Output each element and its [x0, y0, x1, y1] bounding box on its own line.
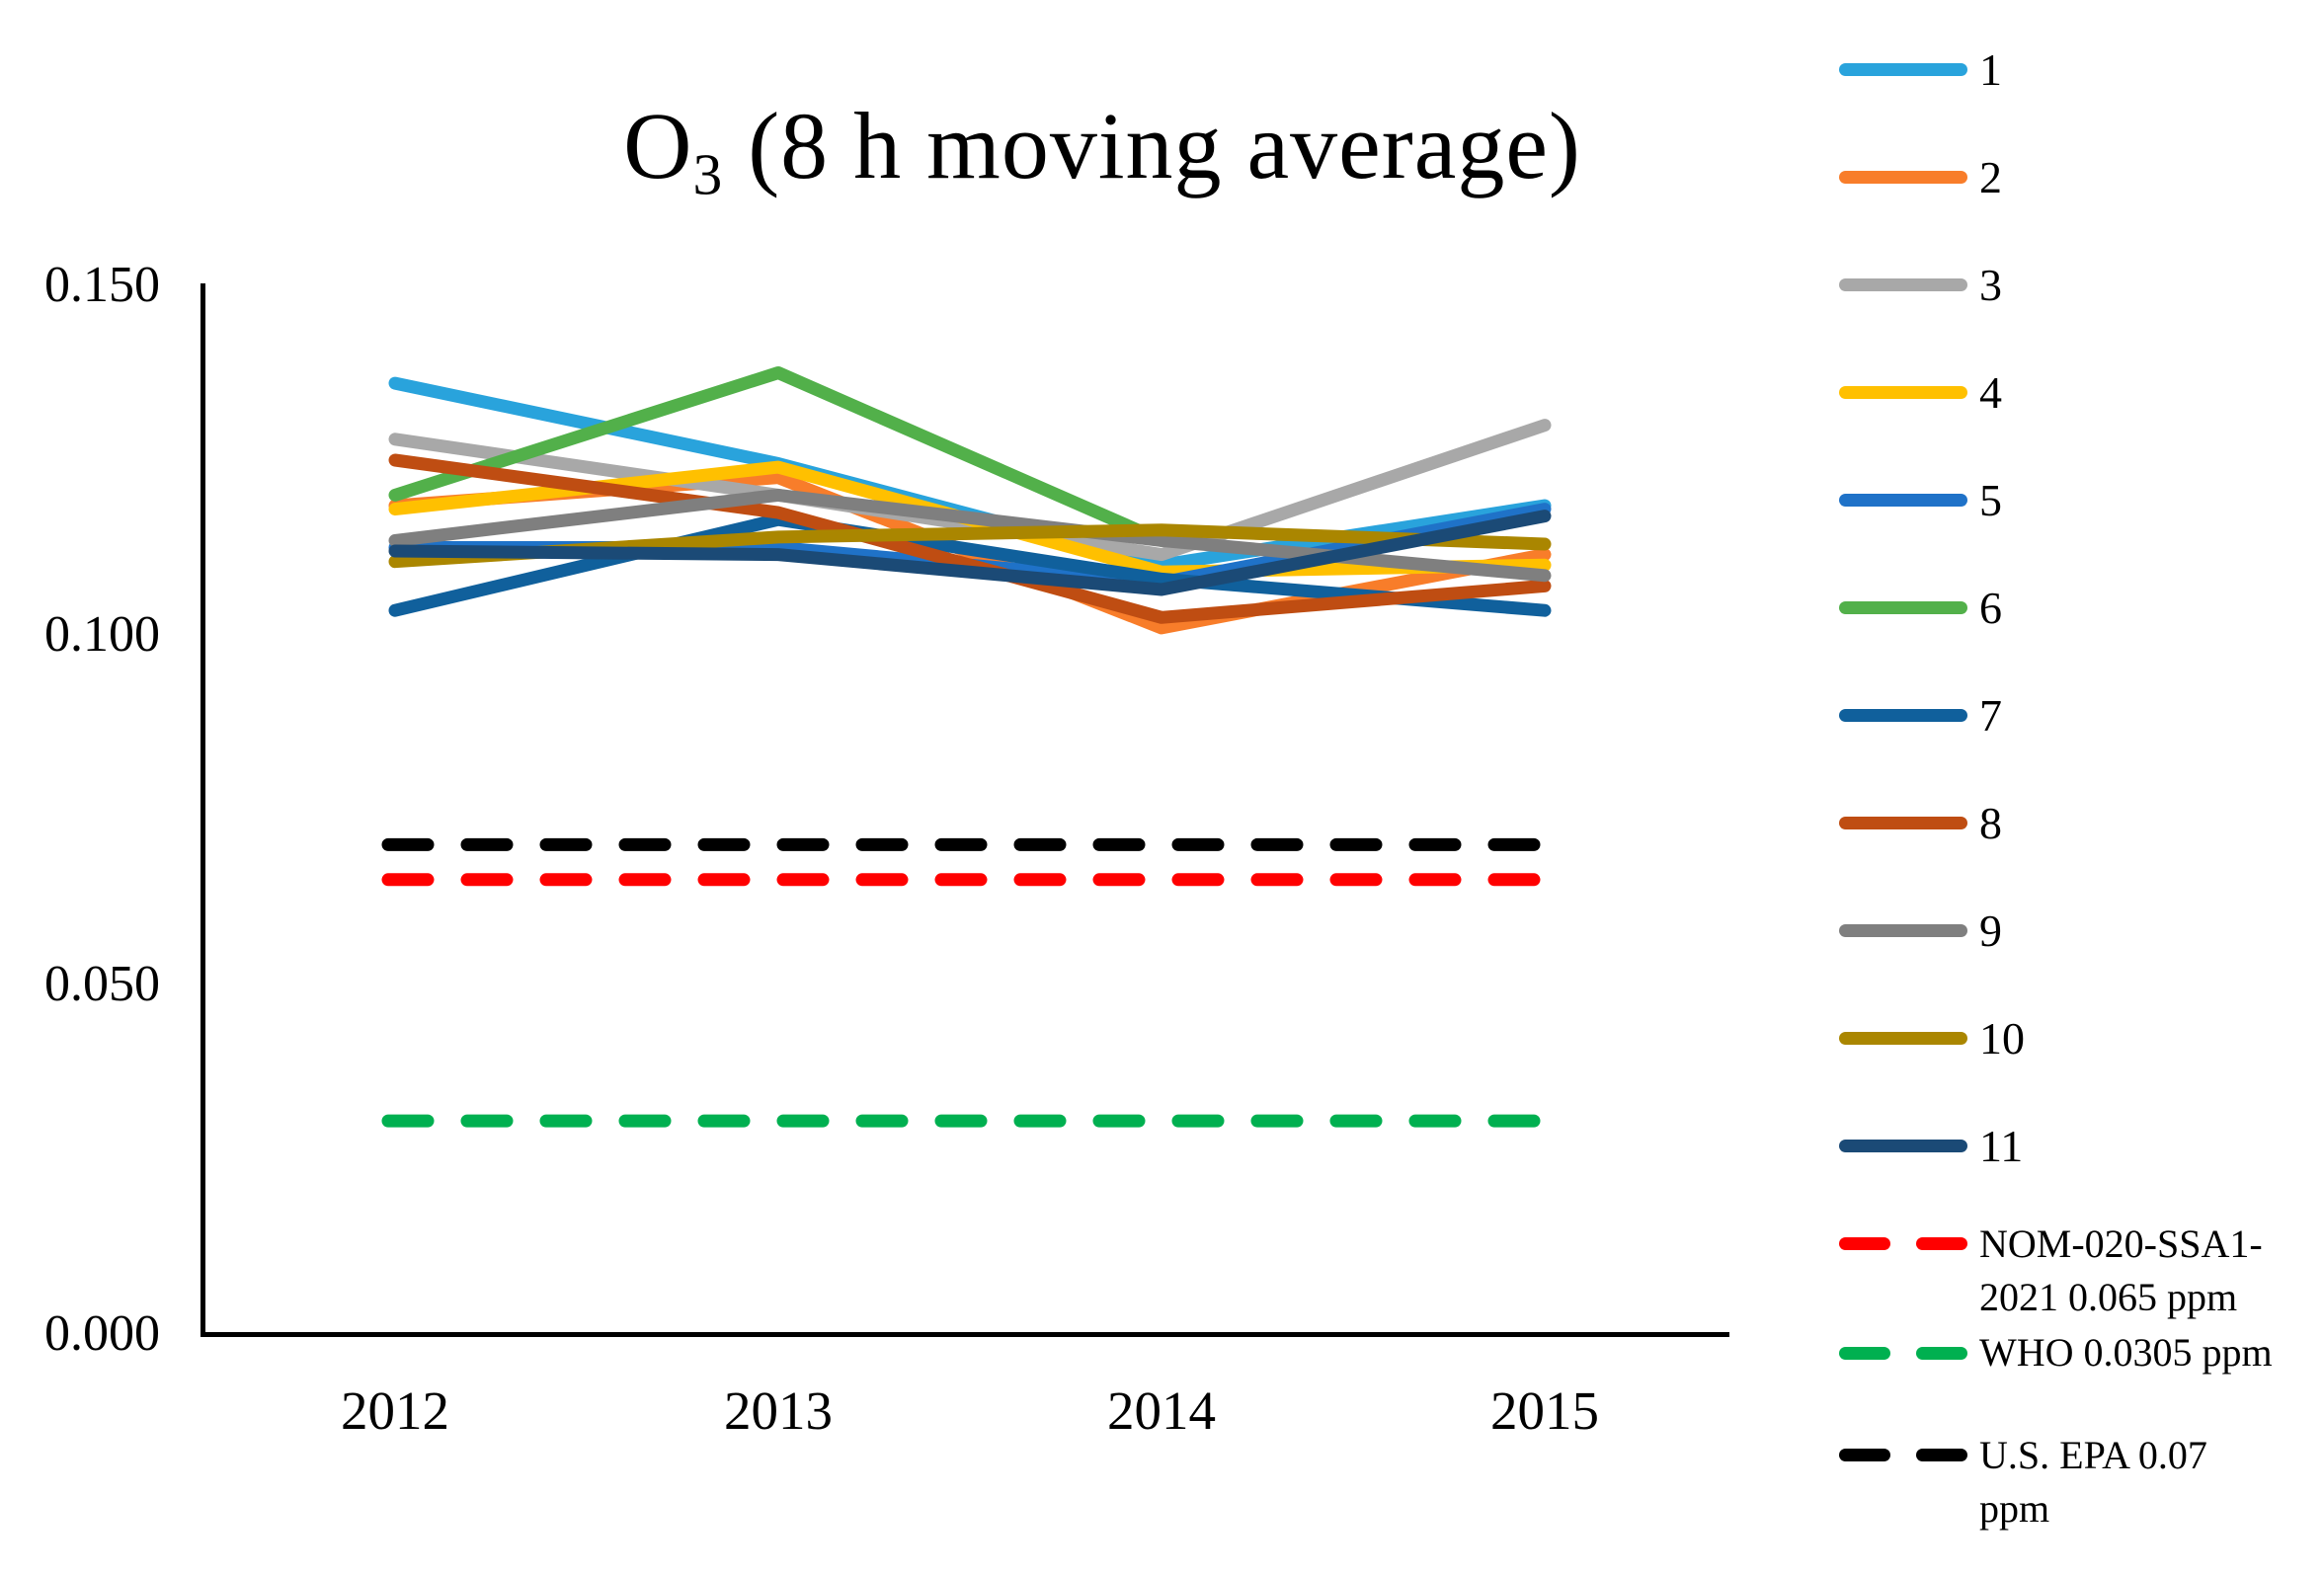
- title-formula-main: O: [623, 93, 693, 198]
- legend-dash-segment: [1916, 1346, 1967, 1360]
- chart-legend: 1 2 3 4 5 6 7 8 9 10 11 NOM-020-SSA1- 2021 0.065 pp…: [1839, 16, 2311, 1536]
- legend-dash-segment: [1839, 1346, 1890, 1360]
- chart-title: O3 (8 h moving average): [0, 91, 2204, 209]
- x-tick-label-2013: 2013: [724, 1380, 833, 1441]
- legend-item-9: 9: [1839, 877, 2311, 984]
- legend-label-3: 3: [1979, 260, 2002, 310]
- legend-label-11: 11: [1979, 1121, 2024, 1171]
- legend-dash-segment: [1916, 1449, 1967, 1461]
- legend-item-8: 8: [1839, 769, 2311, 877]
- legend-label-5: 5: [1979, 475, 2002, 525]
- title-formula-subscript: 3: [692, 141, 724, 207]
- legend-label-9: 9: [1979, 906, 2002, 956]
- x-tick-label-2015: 2015: [1490, 1380, 1599, 1441]
- y-axis-line: [200, 283, 205, 1336]
- x-tick-label-2014: 2014: [1107, 1380, 1216, 1441]
- legend-dash-segment: [1839, 1237, 1890, 1250]
- legend-item-nom-020-ssa1-: NOM-020-SSA1- 2021 0.065 ppm: [1839, 1218, 2311, 1324]
- y-tick-label-0.150: 0.150: [44, 257, 160, 313]
- legend-swatch-10: [1839, 1032, 1967, 1045]
- legend-item-7: 7: [1839, 662, 2311, 769]
- legend-item-5: 5: [1839, 446, 2311, 554]
- y-tick-label-0.100: 0.100: [44, 606, 160, 663]
- legend-label-8: 8: [1979, 798, 2002, 848]
- legend-swatch-2: [1839, 171, 1967, 184]
- legend-swatch-8: [1839, 817, 1967, 829]
- legend-swatch-7: [1839, 709, 1967, 722]
- legend-swatch-4: [1839, 386, 1967, 399]
- series-line-6: [388, 366, 1168, 547]
- legend-swatch-1: [1839, 63, 1967, 76]
- legend-item-6: 6: [1839, 554, 2311, 662]
- x-axis-line: [200, 1332, 1729, 1337]
- series-line-11: [388, 510, 1552, 596]
- legend-item-u-s-epa-0-07: U.S. EPA 0.07 ppm: [1839, 1429, 2311, 1536]
- legend-swatch-nom-020-ssa1-: [1839, 1237, 1967, 1250]
- legend-label-1: 1: [1979, 44, 2002, 95]
- legend-label-who-0-0305-ppm: WHO 0.0305 ppm: [1979, 1330, 2273, 1375]
- legend-label-7: 7: [1979, 690, 2002, 741]
- x-tick-label-2012: 2012: [341, 1380, 449, 1441]
- legend-label-nom-020-ssa1-: NOM-020-SSA1- 2021 0.065 ppm: [1979, 1221, 2263, 1319]
- legend-swatch-11: [1839, 1140, 1967, 1152]
- legend-label-10: 10: [1979, 1013, 2025, 1063]
- legend-item-who-0-0305-ppm: WHO 0.0305 ppm: [1839, 1326, 2311, 1379]
- y-tick-label-0.000: 0.000: [44, 1305, 160, 1362]
- legend-label-2: 2: [1979, 152, 2002, 202]
- legend-dash-segment: [1916, 1237, 1967, 1250]
- legend-swatch-u-s-epa-0-07: [1839, 1449, 1967, 1461]
- legend-swatch-6: [1839, 601, 1967, 614]
- legend-item-2: 2: [1839, 123, 2311, 231]
- legend-item-1: 1: [1839, 16, 2311, 123]
- legend-item-10: 10: [1839, 984, 2311, 1092]
- legend-dash-segment: [1839, 1449, 1890, 1461]
- legend-label-6: 6: [1979, 583, 2002, 633]
- y-tick-label-0.050: 0.050: [44, 956, 160, 1012]
- legend-swatch-5: [1839, 494, 1967, 507]
- legend-label-u-s-epa-0-07: U.S. EPA 0.07 ppm: [1979, 1433, 2207, 1531]
- title-suffix: (8 h moving average): [723, 93, 1581, 198]
- legend-item-11: 11: [1839, 1092, 2311, 1200]
- series-line-7: [388, 512, 1552, 617]
- legend-swatch-who-0-0305-ppm: [1839, 1346, 1967, 1360]
- legend-item-3: 3: [1839, 231, 2311, 339]
- legend-item-4: 4: [1839, 339, 2311, 446]
- legend-swatch-3: [1839, 278, 1967, 291]
- legend-swatch-9: [1839, 924, 1967, 937]
- legend-label-4: 4: [1979, 367, 2002, 418]
- series-line-8: [388, 453, 1552, 624]
